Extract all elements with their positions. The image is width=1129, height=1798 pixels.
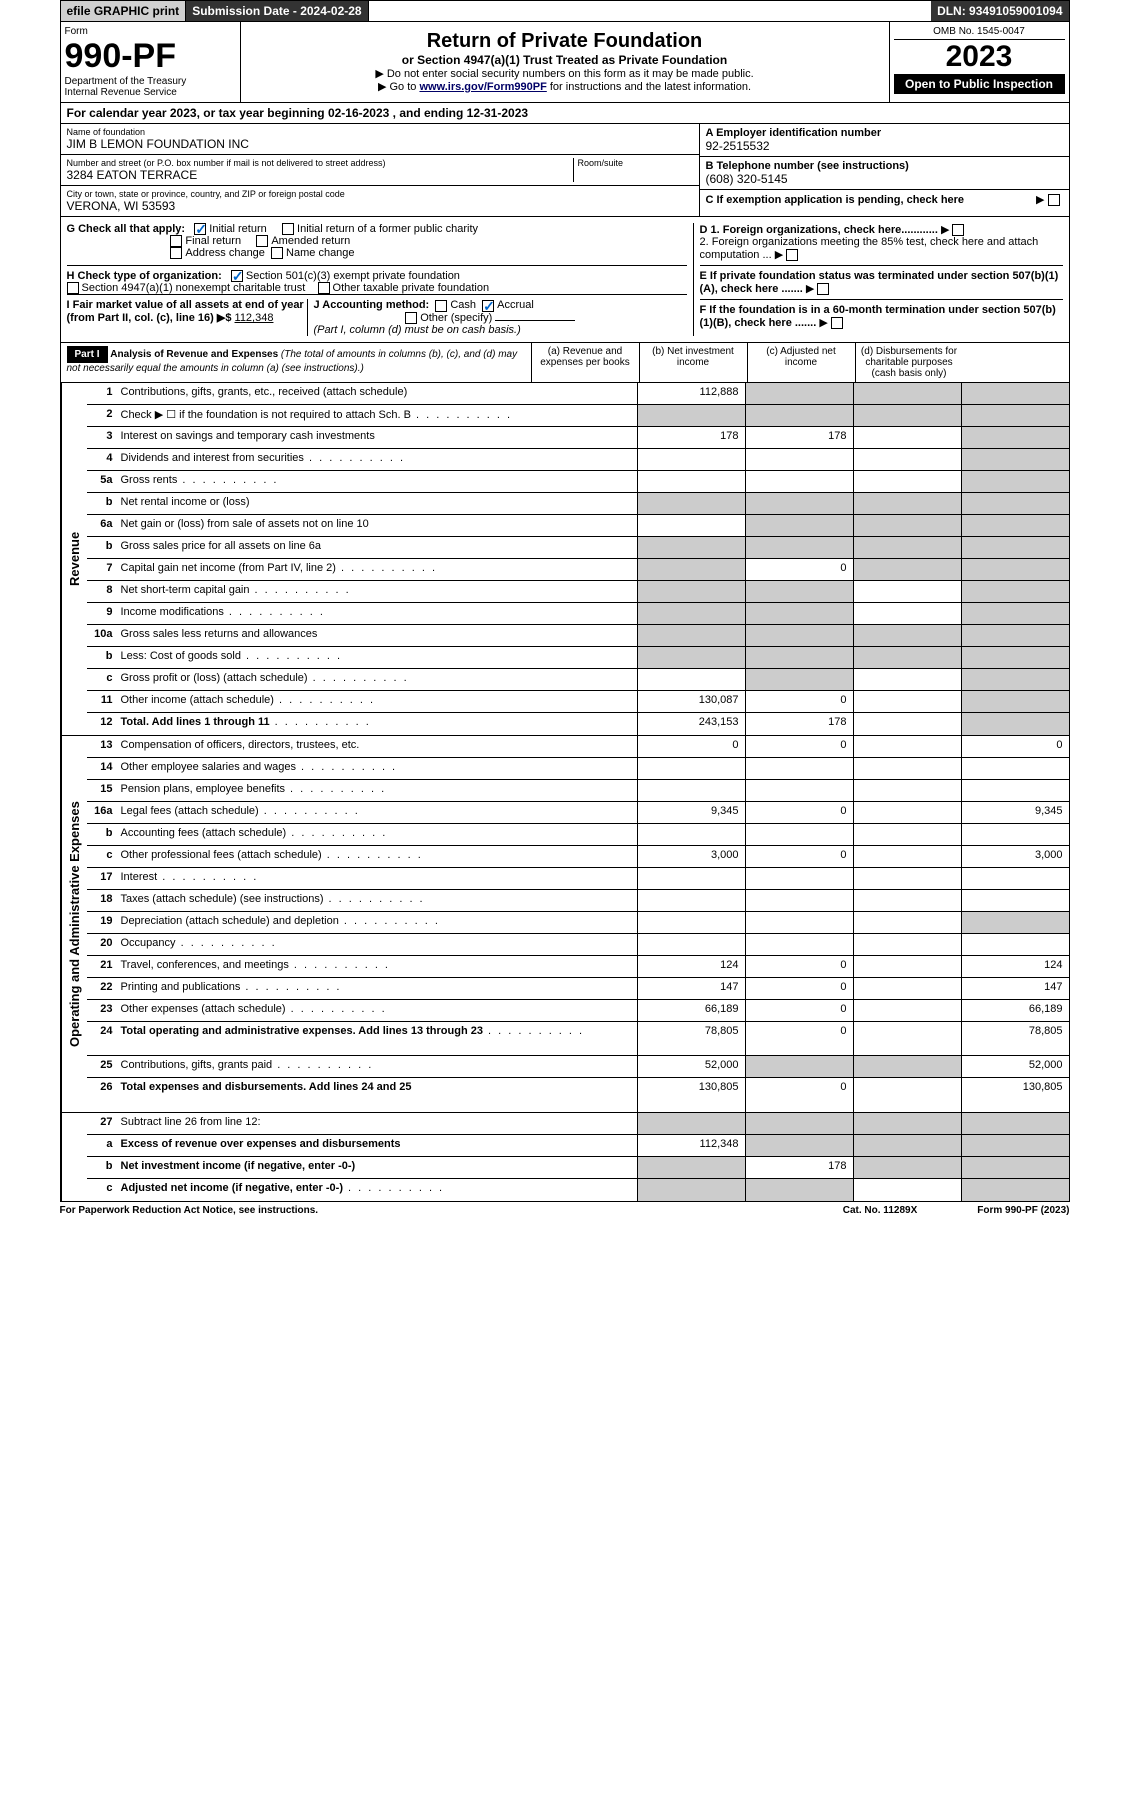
col-d-header: (d) Disbursements for charitable purpose… — [855, 343, 963, 382]
paperwork-notice: For Paperwork Reduction Act Notice, see … — [60, 1205, 319, 1216]
dln: DLN: 93491059001094 — [931, 1, 1068, 21]
j-cash-checkbox[interactable] — [435, 300, 447, 312]
i-value: 112,348 — [235, 312, 274, 324]
j-accrual-checkbox[interactable] — [482, 300, 494, 312]
submission-date: Submission Date - 2024-02-28 — [186, 1, 368, 21]
part1-label: Part I — [67, 346, 108, 363]
page-footer: For Paperwork Reduction Act Notice, see … — [60, 1202, 1070, 1219]
city-label: City or town, state or province, country… — [67, 189, 693, 199]
f-checkbox[interactable] — [831, 317, 843, 329]
g-label: G Check all that apply: — [67, 223, 186, 235]
name-label: Name of foundation — [67, 127, 693, 137]
j-label: J Accounting method: — [314, 299, 430, 311]
c-checkbox[interactable] — [1048, 194, 1060, 206]
cat-number: Cat. No. 11289X — [843, 1205, 917, 1216]
final-return-checkbox[interactable] — [170, 235, 182, 247]
dept-irs: Internal Revenue Service — [65, 87, 236, 98]
foundation-info: Name of foundation JIM B LEMON FOUNDATIO… — [60, 124, 1070, 217]
e-label: E If private foundation status was termi… — [700, 270, 1059, 295]
irs-link[interactable]: www.irs.gov/Form990PF — [419, 81, 546, 93]
form-number: 990-PF — [65, 37, 236, 76]
initial-return-checkbox[interactable] — [194, 223, 206, 235]
part1-header: Part I Analysis of Revenue and Expenses … — [60, 343, 1070, 383]
initial-former-checkbox[interactable] — [282, 223, 294, 235]
summary-section: 27Subtract line 26 from line 12: aExcess… — [60, 1113, 1070, 1202]
j-note: (Part I, column (d) must be on cash basi… — [314, 324, 521, 336]
foundation-city: VERONA, WI 53593 — [67, 199, 693, 213]
col-a-header: (a) Revenue and expenses per books — [531, 343, 639, 382]
col-b-header: (b) Net investment income — [639, 343, 747, 382]
d2-checkbox[interactable] — [786, 249, 798, 261]
j-other-checkbox[interactable] — [405, 312, 417, 324]
check-g-h-row: G Check all that apply: Initial return I… — [60, 217, 1070, 343]
ein-label: A Employer identification number — [706, 127, 1063, 139]
revenue-section: Revenue 1Contributions, gifts, grants, e… — [60, 383, 1070, 736]
amended-checkbox[interactable] — [256, 235, 268, 247]
dept-treasury: Department of the Treasury — [65, 76, 236, 87]
h-4947-checkbox[interactable] — [67, 282, 79, 294]
form-subtitle: or Section 4947(a)(1) Trust Treated as P… — [249, 53, 881, 67]
d1-label: D 1. Foreign organizations, check here..… — [700, 224, 938, 236]
open-public: Open to Public Inspection — [894, 74, 1065, 94]
ein-value: 92-2515532 — [706, 139, 1063, 153]
expenses-section: Operating and Administrative Expenses 13… — [60, 736, 1070, 1113]
d2-label: 2. Foreign organizations meeting the 85%… — [700, 236, 1039, 261]
c-label: C If exemption application is pending, c… — [706, 194, 965, 206]
form-label: Form — [65, 26, 236, 37]
phone-value: (608) 320-5145 — [706, 172, 1063, 186]
form-ref: Form 990-PF (2023) — [977, 1205, 1069, 1216]
room-label: Room/suite — [578, 158, 693, 168]
omb-number: OMB No. 1545-0047 — [894, 26, 1065, 40]
part1-title: Analysis of Revenue and Expenses — [110, 349, 278, 360]
address-change-checkbox[interactable] — [170, 247, 182, 259]
efile-button[interactable]: efile GRAPHIC print — [61, 1, 187, 21]
tax-year: 2023 — [894, 40, 1065, 74]
form-header: Form 990-PF Department of the Treasury I… — [60, 22, 1070, 103]
d1-checkbox[interactable] — [952, 224, 964, 236]
calendar-year-row: For calendar year 2023, or tax year begi… — [60, 103, 1070, 124]
foundation-address: 3284 EATON TERRACE — [67, 168, 573, 182]
foundation-name: JIM B LEMON FOUNDATION INC — [67, 137, 693, 151]
top-bar: efile GRAPHIC print Submission Date - 20… — [60, 0, 1070, 22]
addr-label: Number and street (or P.O. box number if… — [67, 158, 573, 168]
h-label: H Check type of organization: — [67, 270, 222, 282]
e-checkbox[interactable] — [817, 283, 829, 295]
expenses-label: Operating and Administrative Expenses — [61, 736, 87, 1112]
col-c-header: (c) Adjusted net income — [747, 343, 855, 382]
f-label: F If the foundation is in a 60-month ter… — [700, 304, 1056, 329]
instruction-1: ▶ Do not enter social security numbers o… — [249, 67, 881, 80]
instruction-2: ▶ Go to www.irs.gov/Form990PF for instru… — [249, 80, 881, 93]
h-501c3-checkbox[interactable] — [231, 270, 243, 282]
h-other-checkbox[interactable] — [318, 282, 330, 294]
revenue-label: Revenue — [61, 383, 87, 735]
name-change-checkbox[interactable] — [271, 247, 283, 259]
phone-label: B Telephone number (see instructions) — [706, 160, 1063, 172]
form-title: Return of Private Foundation — [249, 30, 881, 53]
